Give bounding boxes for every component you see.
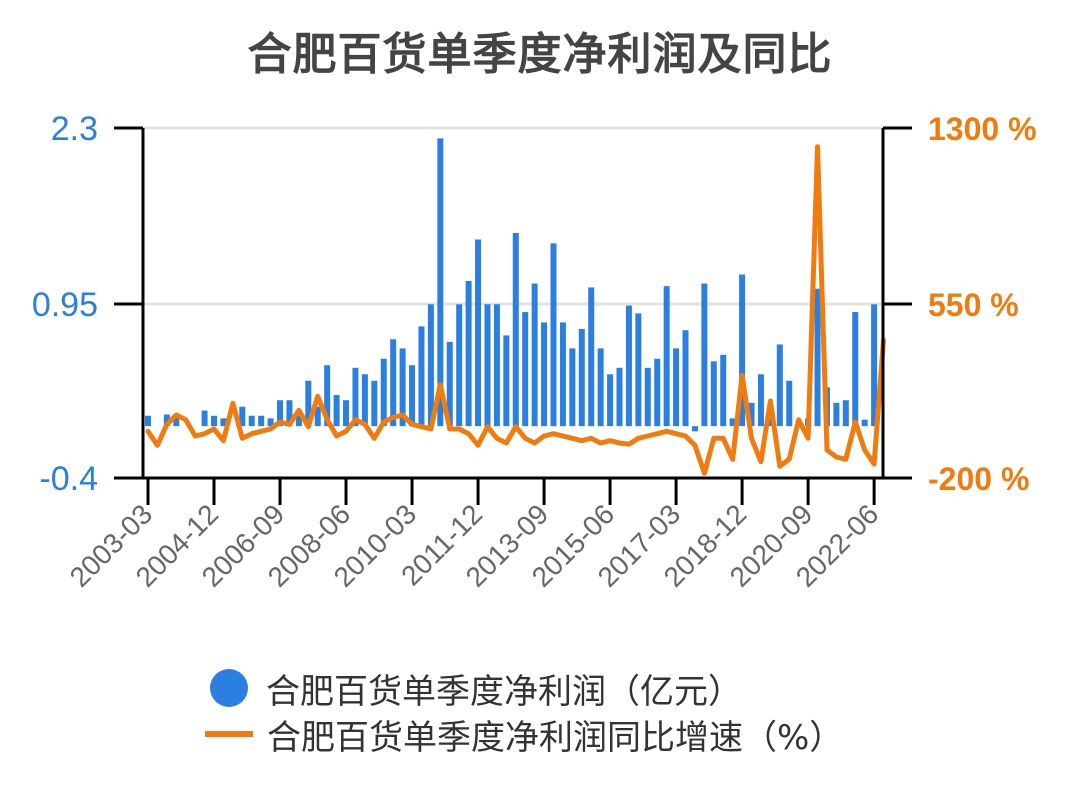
bar <box>842 400 849 427</box>
bar <box>493 304 500 427</box>
bar <box>541 322 548 427</box>
bar <box>578 328 585 427</box>
legend-item-line[interactable]: 合肥百货单季度净利润同比增速（%） <box>205 711 844 758</box>
bar <box>625 305 632 427</box>
right-tick-label: 550 % <box>928 287 1019 323</box>
bar <box>522 312 529 427</box>
bar <box>871 304 878 427</box>
bar <box>635 313 642 427</box>
right-tick-label: -200 % <box>928 461 1029 497</box>
bar <box>239 406 246 427</box>
bar <box>352 367 359 427</box>
bar <box>286 400 293 427</box>
bar <box>371 380 378 427</box>
line-series-swatch-icon <box>205 731 253 737</box>
bar <box>701 283 708 427</box>
left-axis-ticks: 2.3 0.95 -0.4 <box>32 110 143 498</box>
bar <box>305 380 312 427</box>
bar <box>550 243 557 427</box>
bar <box>324 365 331 427</box>
bar <box>314 406 321 427</box>
bar <box>258 415 265 427</box>
bar <box>814 288 821 427</box>
bar <box>446 341 453 427</box>
bar <box>607 374 614 427</box>
bar <box>691 426 698 432</box>
bar <box>767 418 774 427</box>
bar <box>465 280 472 427</box>
bar-series <box>145 138 878 432</box>
left-tick-label: 2.3 <box>51 110 98 148</box>
bar <box>720 354 727 427</box>
bar <box>833 402 840 427</box>
bar <box>220 418 227 427</box>
bar <box>399 348 406 427</box>
bar <box>343 400 350 427</box>
bar <box>248 415 255 427</box>
bar <box>145 415 151 427</box>
bar <box>559 322 566 427</box>
legend-label-bar: 合肥百货单季度净利润（亿元） <box>266 671 742 712</box>
bar <box>852 312 859 427</box>
bar <box>861 419 868 427</box>
x-axis-ticks: 2003-032004-122006-092008-062010-032011-… <box>64 478 884 593</box>
legend: 合肥百货单季度净利润（亿元） 合肥百货单季度净利润同比增速（%） <box>205 665 844 758</box>
bar <box>644 367 651 427</box>
right-tick-label: 1300 % <box>928 111 1037 147</box>
bar <box>776 344 783 427</box>
bar <box>757 374 764 427</box>
bar <box>673 348 680 427</box>
bar <box>588 287 595 427</box>
bar <box>456 304 463 427</box>
bar <box>267 418 274 427</box>
legend-item-bar[interactable]: 合肥百货单季度净利润（亿元） <box>205 665 843 712</box>
bar <box>531 283 538 427</box>
right-axis-ticks: 1300 % 550 % -200 % <box>883 111 1037 497</box>
bar <box>409 365 416 427</box>
bar <box>503 335 510 427</box>
bar <box>295 413 302 427</box>
bar <box>333 395 340 427</box>
bar <box>277 400 284 427</box>
bar <box>361 374 368 427</box>
bar <box>418 326 425 427</box>
bar <box>597 348 604 427</box>
bar <box>427 304 434 427</box>
bar <box>654 358 661 427</box>
bar <box>710 361 717 427</box>
bar <box>211 415 218 427</box>
bar <box>173 414 180 427</box>
bar <box>475 239 482 427</box>
bar <box>748 402 755 427</box>
bar <box>512 233 519 427</box>
growth-line <box>145 144 886 476</box>
bar <box>201 410 208 427</box>
bar <box>484 304 491 427</box>
bar <box>569 348 576 427</box>
bar <box>390 339 397 427</box>
left-tick-label: -0.4 <box>39 460 98 498</box>
bar <box>729 418 736 427</box>
bar <box>437 138 444 427</box>
chart-title: 合肥百货单季度净利润及同比 <box>247 29 833 80</box>
left-tick-label: 0.95 <box>32 286 98 324</box>
legend-label-line: 合肥百货单季度净利润同比增速（%） <box>267 717 844 758</box>
bar <box>616 367 623 427</box>
bar <box>786 380 793 427</box>
bar <box>380 358 387 427</box>
bar <box>163 414 170 427</box>
bar <box>663 286 670 427</box>
bar <box>739 274 746 427</box>
bar <box>682 330 689 427</box>
line-series <box>145 144 886 476</box>
bar-series-swatch-icon <box>210 669 248 707</box>
